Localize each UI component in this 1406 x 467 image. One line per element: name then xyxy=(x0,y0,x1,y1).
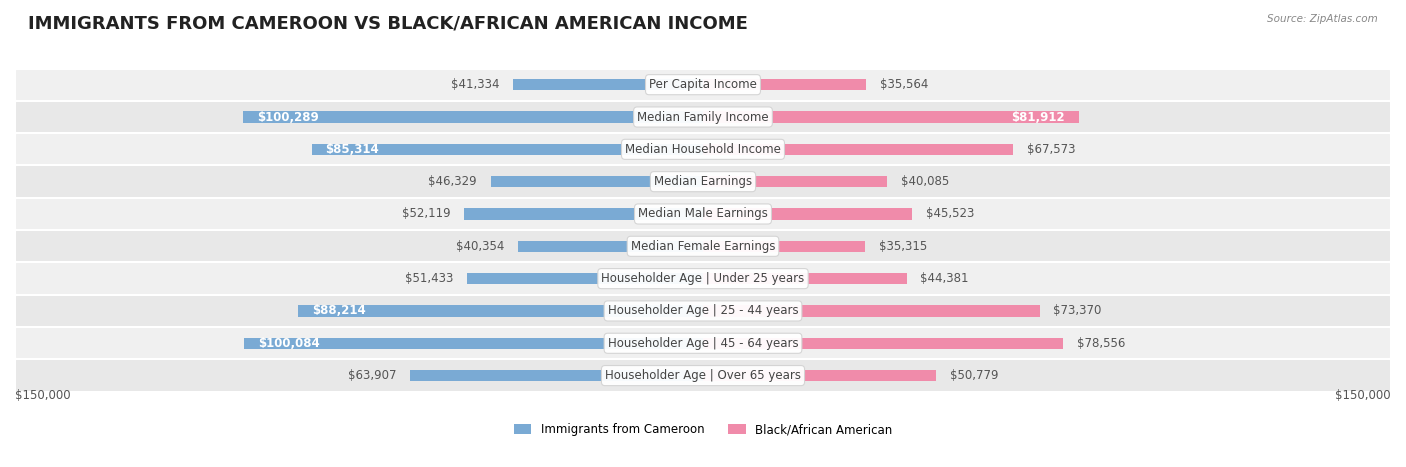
Bar xyxy=(15,133,1391,165)
Bar xyxy=(703,370,936,381)
Bar xyxy=(703,338,1063,349)
Text: $50,779: $50,779 xyxy=(949,369,998,382)
Text: $44,381: $44,381 xyxy=(921,272,969,285)
Text: $85,314: $85,314 xyxy=(325,143,380,156)
Text: Median Family Income: Median Family Income xyxy=(637,111,769,123)
Bar xyxy=(411,370,703,381)
Bar xyxy=(703,273,907,284)
Bar xyxy=(15,262,1391,295)
Bar xyxy=(15,198,1391,230)
Bar xyxy=(513,79,703,90)
Text: $45,523: $45,523 xyxy=(925,207,974,220)
Bar xyxy=(15,360,1391,392)
Text: $35,564: $35,564 xyxy=(880,78,928,91)
Text: Householder Age | 25 - 44 years: Householder Age | 25 - 44 years xyxy=(607,304,799,318)
Bar xyxy=(703,144,1012,155)
Text: $150,000: $150,000 xyxy=(15,389,70,402)
Text: $88,214: $88,214 xyxy=(312,304,366,318)
Text: IMMIGRANTS FROM CAMEROON VS BLACK/AFRICAN AMERICAN INCOME: IMMIGRANTS FROM CAMEROON VS BLACK/AFRICA… xyxy=(28,14,748,32)
Text: $52,119: $52,119 xyxy=(402,207,450,220)
Legend: Immigrants from Cameroon, Black/African American: Immigrants from Cameroon, Black/African … xyxy=(509,418,897,441)
Bar xyxy=(703,241,865,252)
Text: Householder Age | Under 25 years: Householder Age | Under 25 years xyxy=(602,272,804,285)
Bar xyxy=(245,338,703,349)
Text: Median Male Earnings: Median Male Earnings xyxy=(638,207,768,220)
Text: $78,556: $78,556 xyxy=(1077,337,1125,350)
Text: $67,573: $67,573 xyxy=(1026,143,1076,156)
Text: Householder Age | 45 - 64 years: Householder Age | 45 - 64 years xyxy=(607,337,799,350)
Bar xyxy=(703,111,1078,123)
Bar xyxy=(467,273,703,284)
Bar xyxy=(517,241,703,252)
Text: Householder Age | Over 65 years: Householder Age | Over 65 years xyxy=(605,369,801,382)
Bar xyxy=(15,327,1391,360)
Bar xyxy=(703,208,912,219)
Bar xyxy=(298,305,703,317)
Text: $46,329: $46,329 xyxy=(427,175,477,188)
Bar xyxy=(15,69,1391,101)
Text: Median Household Income: Median Household Income xyxy=(626,143,780,156)
Text: $35,315: $35,315 xyxy=(879,240,927,253)
Text: $63,907: $63,907 xyxy=(347,369,396,382)
Text: $100,289: $100,289 xyxy=(257,111,319,123)
Text: Median Earnings: Median Earnings xyxy=(654,175,752,188)
Bar xyxy=(15,295,1391,327)
Bar xyxy=(703,176,887,187)
Bar xyxy=(15,101,1391,133)
Bar xyxy=(15,165,1391,198)
Text: $41,334: $41,334 xyxy=(451,78,499,91)
Text: $100,084: $100,084 xyxy=(257,337,319,350)
Text: Per Capita Income: Per Capita Income xyxy=(650,78,756,91)
Bar xyxy=(312,144,703,155)
Bar xyxy=(491,176,703,187)
Bar xyxy=(464,208,703,219)
Text: Median Female Earnings: Median Female Earnings xyxy=(631,240,775,253)
Bar xyxy=(703,305,1039,317)
Text: $81,912: $81,912 xyxy=(1011,111,1064,123)
Text: $150,000: $150,000 xyxy=(1336,389,1391,402)
Bar xyxy=(15,230,1391,262)
Text: Source: ZipAtlas.com: Source: ZipAtlas.com xyxy=(1267,14,1378,24)
Text: $51,433: $51,433 xyxy=(405,272,453,285)
Text: $40,354: $40,354 xyxy=(456,240,505,253)
Bar xyxy=(703,79,866,90)
Text: $73,370: $73,370 xyxy=(1053,304,1102,318)
Bar xyxy=(243,111,703,123)
Text: $40,085: $40,085 xyxy=(901,175,949,188)
